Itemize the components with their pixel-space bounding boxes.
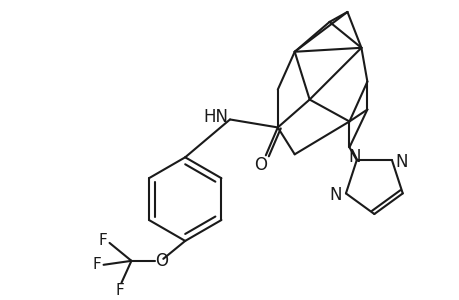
Text: N: N bbox=[348, 148, 360, 166]
Text: F: F bbox=[92, 257, 101, 272]
Text: O: O bbox=[155, 252, 168, 270]
Text: F: F bbox=[98, 233, 106, 248]
Text: F: F bbox=[115, 283, 123, 298]
Text: HN: HN bbox=[203, 109, 228, 127]
Text: O: O bbox=[254, 156, 267, 174]
Text: N: N bbox=[329, 186, 341, 204]
Text: N: N bbox=[395, 153, 407, 171]
